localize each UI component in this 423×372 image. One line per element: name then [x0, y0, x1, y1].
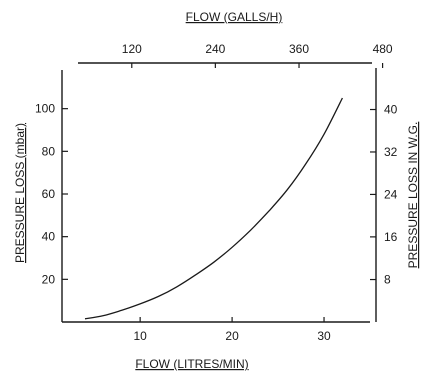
top-tick-label: 240 [205, 42, 225, 56]
top-axis-title: FLOW (GALLS/H) [186, 10, 283, 24]
y-axis-title: PRESSURE LOSS (mbar) [13, 123, 27, 263]
right-tick-label: 40 [384, 103, 398, 117]
y-tick-label: 20 [42, 272, 56, 286]
top-tick-label: 120 [122, 42, 142, 56]
right-axis-title: PRESSURE LOSS IN W.G. [406, 122, 420, 269]
x-tick-label: 10 [133, 329, 147, 343]
y-tick-label: 40 [42, 230, 56, 244]
right-tick-label: 8 [384, 273, 391, 287]
y-tick-label: 80 [42, 144, 56, 158]
y-tick-label: 100 [35, 102, 55, 116]
top-tick-label: 480 [373, 42, 393, 56]
y-tick-label: 60 [42, 187, 56, 201]
right-tick-label: 16 [384, 230, 398, 244]
axes [61, 62, 377, 323]
x-tick-label: 30 [317, 329, 331, 343]
tick-labels: 10 20 30 120 240 360 480 20 40 60 80 100 8 16 24 32 40 [35, 42, 398, 343]
x-tick-label: 20 [225, 329, 239, 343]
top-tick-label: 360 [289, 42, 309, 56]
right-tick-label: 32 [384, 145, 398, 159]
x-axis-title: FLOW (LITRES/MIN) [135, 357, 248, 371]
ticks [62, 63, 384, 322]
right-tick-label: 24 [384, 187, 398, 201]
series-line [84, 97, 343, 320]
